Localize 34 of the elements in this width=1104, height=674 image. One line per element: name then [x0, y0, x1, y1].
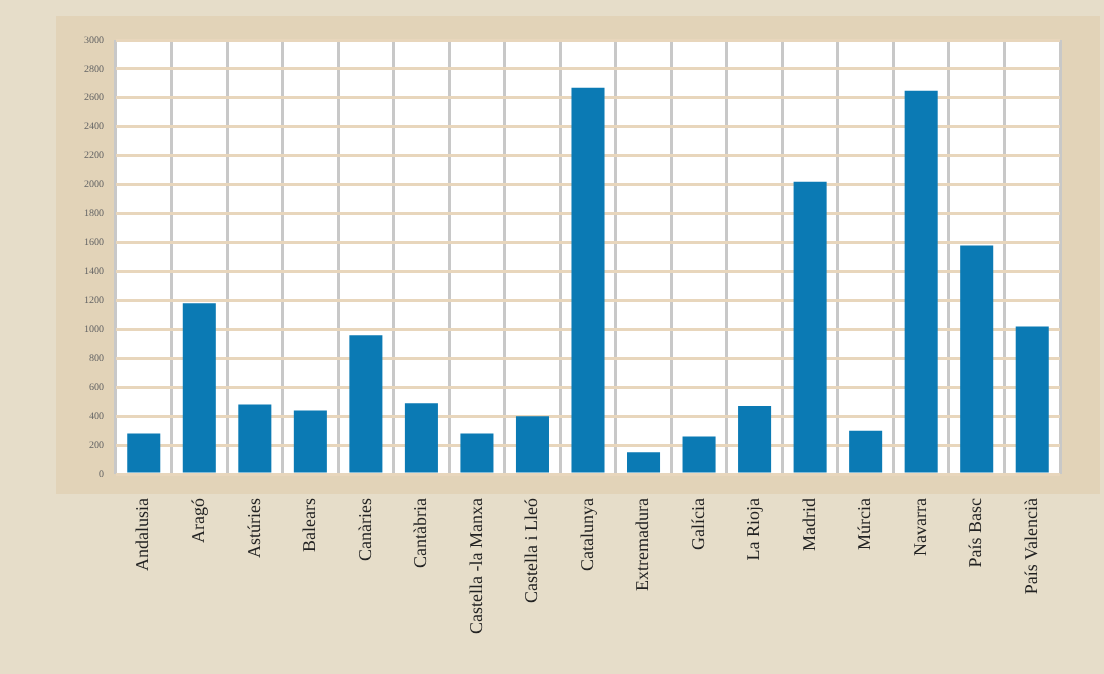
bar	[182, 303, 216, 473]
x-tick-label: La Rioja	[743, 498, 764, 561]
bar	[571, 87, 605, 473]
x-tick-label: Astúries	[243, 497, 264, 559]
x-tick-label: Canàries	[354, 497, 375, 562]
bar	[960, 245, 994, 473]
x-tick-label: Castella i Lleó	[521, 497, 542, 604]
bar	[515, 416, 549, 473]
bar	[404, 403, 438, 473]
x-tick-label: Extremadura	[632, 498, 653, 592]
x-tick-label: Catalunya	[576, 498, 597, 572]
bar	[238, 404, 272, 473]
bar	[127, 433, 161, 473]
bar	[849, 430, 883, 473]
x-tick-label: País Valencià	[1020, 498, 1041, 595]
bar	[738, 406, 772, 473]
x-tick-label: Balears	[299, 497, 320, 553]
bar	[682, 436, 716, 473]
bar	[349, 335, 383, 473]
x-tick-label: Múrcia	[854, 498, 875, 551]
bar	[793, 181, 827, 473]
x-tick-label: Galícia	[687, 498, 708, 551]
x-tick-label: Madrid	[798, 497, 819, 552]
x-tick-label: País Basc	[965, 498, 986, 568]
x-tick-label: Cantàbria	[410, 498, 431, 569]
x-tick-label: Castella -la Manxa	[465, 498, 486, 635]
bar	[293, 410, 327, 473]
x-tick-label: Andalusia	[132, 498, 153, 572]
bar	[1015, 326, 1049, 473]
x-tick-label: Navarra	[909, 498, 930, 557]
bar	[460, 433, 494, 473]
bar	[627, 452, 661, 473]
x-tick-label: Aragó	[188, 497, 209, 544]
bar	[904, 90, 938, 473]
